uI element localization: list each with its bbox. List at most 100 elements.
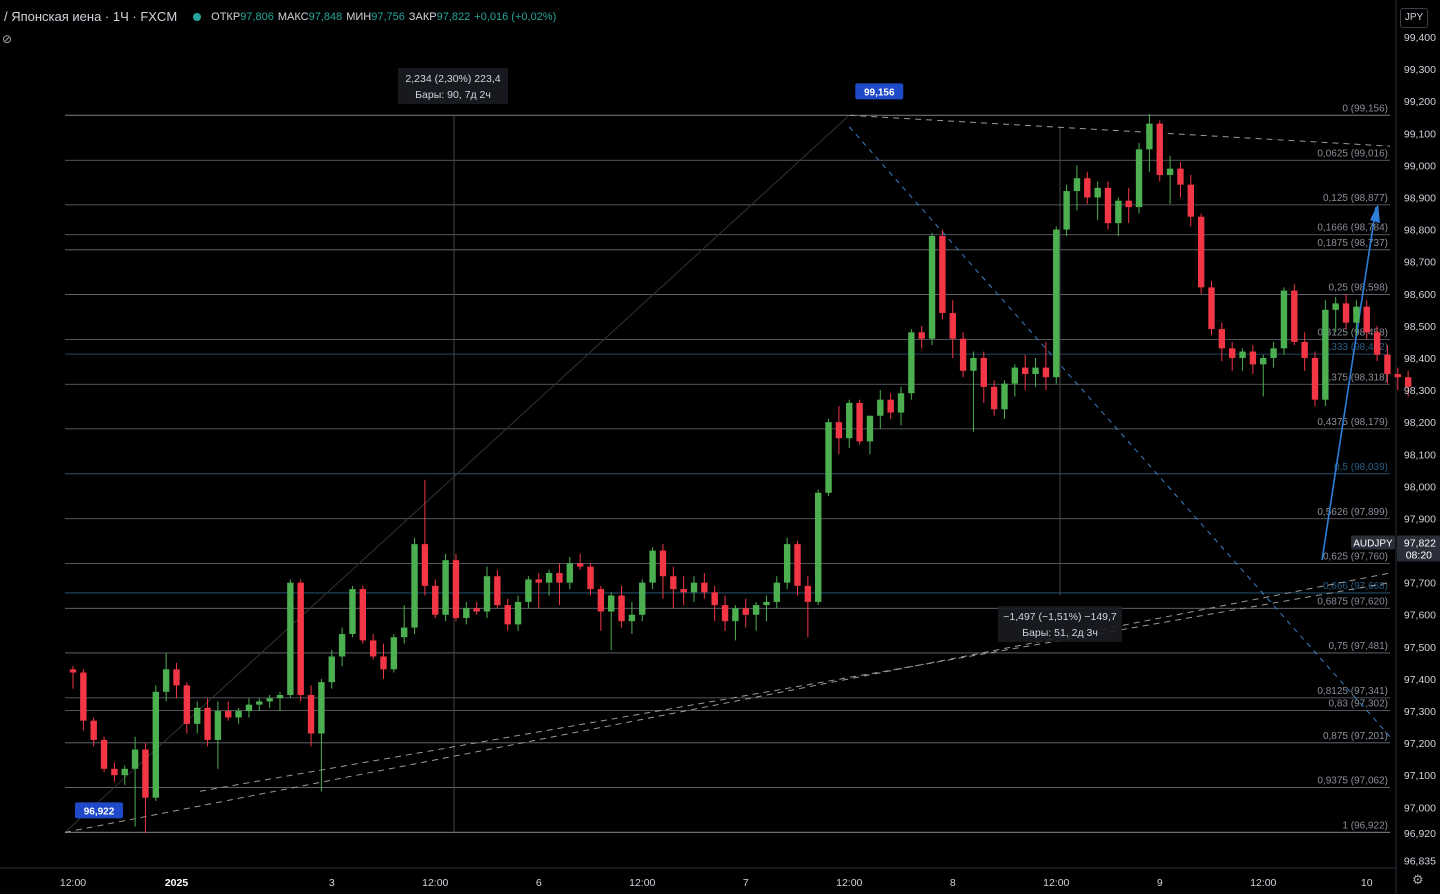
candle-body — [918, 332, 925, 339]
candle-body — [1249, 351, 1257, 365]
candle-body — [1001, 383, 1008, 410]
candle-body — [773, 582, 780, 602]
time-axis[interactable]: 12:00 2025 3 12:00 6 12:00 7 12:00 8 12:00 9 12:00 1… — [60, 877, 1373, 889]
candle-body — [111, 768, 118, 776]
time-tick-label: 3 — [329, 877, 335, 889]
high-price-badge-text: 99,156 — [864, 87, 895, 98]
candle-body — [1208, 287, 1215, 330]
price-tick-label: 98,100 — [1404, 449, 1436, 461]
symbol-title[interactable]: / Японская иена · 1Ч · FXCM — [4, 9, 178, 24]
support-trendline-2 — [199, 582, 1391, 792]
candle-body — [1342, 303, 1350, 323]
candle-body — [307, 694, 315, 734]
candle-body — [566, 563, 573, 583]
candle-body — [1042, 367, 1050, 378]
ohlc-low-value: 97,756 — [371, 10, 405, 23]
candle-body — [959, 338, 967, 371]
candle-body — [825, 422, 832, 493]
candle-body — [794, 544, 801, 586]
candle-body — [1353, 306, 1360, 323]
candle-body — [732, 608, 739, 622]
candle-body — [939, 236, 946, 314]
candle-body — [69, 669, 77, 673]
candle-body — [525, 579, 532, 602]
fib-level-label: 0,333 (98,412) — [1323, 342, 1388, 353]
eye-off-icon[interactable]: ⊘ — [2, 32, 13, 46]
gear-icon[interactable]: ⚙ — [1412, 872, 1424, 887]
chart-labels: 99,156 96,922 2,234 (2,30%) 223,4 Бары: 90,… — [75, 68, 1122, 819]
ohlc-open-label: ОТКР — [211, 10, 241, 23]
low-price-badge — [75, 802, 123, 819]
ohlc-open-value: 97,806 — [240, 10, 274, 23]
market-status-icon — [193, 12, 202, 21]
arrow-head-icon — [1370, 203, 1380, 224]
last-price-value: 97,822 — [1404, 537, 1436, 549]
ohlc-low-label: МИН — [346, 10, 372, 23]
candle-body — [473, 608, 480, 612]
fib-retracement[interactable]: 0 (99,156) 0,0625 (99,016) 0,125 (98,877) 0… — [64, 103, 1390, 833]
price-tick-label: 97,200 — [1404, 738, 1436, 750]
candle-body — [576, 563, 584, 567]
candle-body — [1291, 290, 1298, 342]
candle-body — [1332, 303, 1339, 310]
candle-body — [131, 749, 139, 769]
candle-body — [1322, 309, 1329, 400]
price-axis[interactable]: 99,400 99,300 99,200 99,100 99,000 98,900 98,8… — [1351, 32, 1440, 867]
candle-body — [628, 614, 636, 622]
time-tick-label: 9 — [1157, 877, 1163, 889]
candle-body — [659, 550, 667, 577]
candle-body — [442, 560, 449, 615]
fib-level-label: 0,875 (97,201) — [1323, 731, 1388, 742]
candle-body — [897, 393, 905, 413]
candle-body — [1404, 377, 1412, 387]
candle-body — [545, 573, 553, 583]
candle-body — [1239, 351, 1246, 358]
candle-body — [1394, 374, 1401, 378]
symbol-tag — [1351, 535, 1395, 550]
measure-down-box-line2: Бары: 51, 2д 3ч — [1022, 627, 1098, 639]
candle-body — [783, 544, 791, 583]
candle-body — [1073, 178, 1081, 192]
candle-body — [1270, 348, 1277, 358]
fib-level-label: 0,375 (98,318) — [1323, 372, 1388, 383]
candle-body — [80, 672, 87, 721]
candle-body — [463, 608, 470, 618]
price-tick-label: 98,400 — [1404, 353, 1436, 365]
time-tick-label: 10 — [1361, 877, 1373, 889]
candle-body — [152, 691, 159, 798]
candle-body — [369, 640, 377, 657]
candle-body — [1177, 168, 1184, 185]
fib-level-label: 0,83 (97,302) — [1329, 698, 1389, 709]
currency-button[interactable]: JPY — [1400, 8, 1428, 28]
candle-body — [162, 669, 170, 692]
candle-body — [359, 589, 366, 641]
candle-body — [742, 608, 749, 615]
candle-body — [690, 582, 698, 593]
candle-body — [608, 595, 615, 612]
price-tick-label: 99,300 — [1404, 64, 1436, 76]
candle-body — [173, 669, 180, 686]
price-tick-label: 97,700 — [1404, 578, 1436, 590]
candle-body — [1229, 348, 1236, 358]
candle-body — [597, 589, 605, 612]
ohlc-close-label: ЗАКР — [408, 10, 437, 23]
fib-level-label: 0,9375 (97,062) — [1317, 775, 1388, 786]
candle-body — [1280, 290, 1288, 349]
candle-body — [214, 711, 222, 740]
candle-body — [949, 313, 956, 339]
candle-body — [390, 637, 398, 670]
measure-up-box-line1: 2,234 (2,30%) 223,4 — [405, 73, 500, 85]
price-tick-label: 97,600 — [1404, 610, 1436, 622]
price-tick-label: 97,400 — [1404, 674, 1436, 686]
candle-body — [1146, 123, 1153, 150]
candle-body — [204, 707, 211, 740]
candle-body — [452, 560, 460, 618]
candle-body — [928, 236, 936, 339]
candle-body — [639, 582, 646, 615]
fib-level-label: 0,125 (98,877) — [1323, 193, 1388, 204]
fib-level-label: 1 (96,922) — [1342, 820, 1388, 831]
candle-body — [1260, 357, 1267, 365]
drawings[interactable] — [64, 114, 1391, 833]
bar-countdown: 08:20 — [1406, 549, 1432, 561]
